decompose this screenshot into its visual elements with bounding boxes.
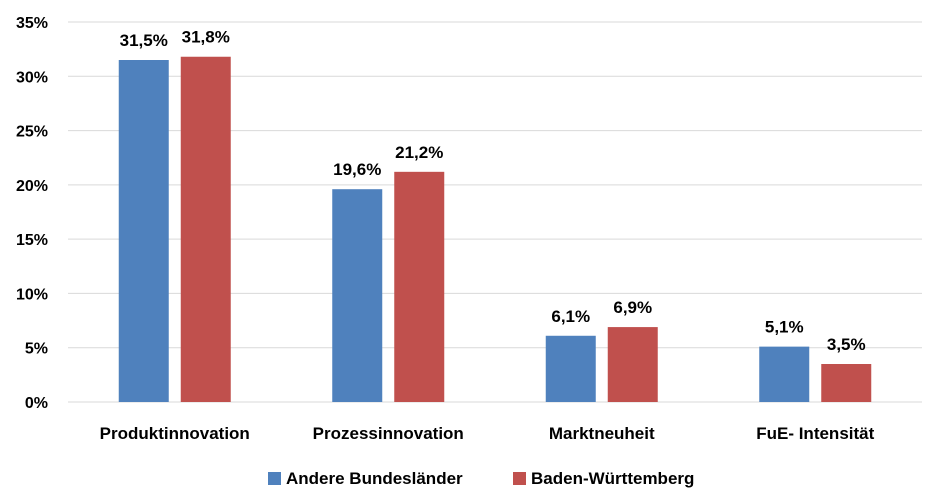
y-tick-label: 5% bbox=[25, 341, 48, 358]
bar bbox=[332, 189, 383, 402]
data-label: 3,5% bbox=[827, 335, 866, 354]
legend-label: Andere Bundesländer bbox=[286, 469, 463, 488]
bar bbox=[607, 327, 658, 402]
x-category-label: Produktinnovation bbox=[100, 424, 250, 443]
bar bbox=[545, 335, 596, 402]
x-category-label: Marktneuheit bbox=[549, 424, 655, 443]
legend: Andere Bundesländer Baden-Württemberg bbox=[268, 469, 694, 488]
bar bbox=[180, 56, 231, 402]
data-label: 19,6% bbox=[333, 160, 381, 179]
y-tick-label: 15% bbox=[16, 232, 48, 249]
x-category-label: FuE- Intensität bbox=[756, 424, 874, 443]
x-category-label: Prozessinnovation bbox=[313, 424, 464, 443]
y-tick-label: 10% bbox=[16, 286, 48, 303]
data-label: 21,2% bbox=[395, 143, 443, 162]
y-tick-label: 20% bbox=[16, 178, 48, 195]
bar bbox=[118, 60, 169, 402]
y-tick-label: 25% bbox=[16, 124, 48, 141]
bar bbox=[394, 171, 445, 402]
legend-swatch bbox=[268, 472, 281, 485]
bar bbox=[759, 346, 810, 402]
bar bbox=[821, 364, 872, 402]
bars bbox=[118, 56, 872, 402]
data-label: 6,1% bbox=[551, 307, 590, 326]
data-labels: 31,5% 31,8% 19,6% 21,2% 6,1% 6,9% 5,1% 3,5% bbox=[120, 28, 866, 354]
data-label: 6,9% bbox=[613, 298, 652, 317]
y-tick-label: 30% bbox=[16, 69, 48, 86]
x-axis: Produktinnovation Prozessinnovation Marktn… bbox=[100, 424, 875, 443]
y-axis: 0% 5% 10% 15% 20% 25% 30% 35% bbox=[16, 15, 48, 412]
legend-swatch bbox=[513, 472, 526, 485]
y-tick-label: 0% bbox=[25, 395, 48, 412]
data-label: 5,1% bbox=[765, 318, 804, 337]
data-label: 31,5% bbox=[120, 31, 168, 50]
y-tick-label: 35% bbox=[16, 15, 48, 32]
data-label: 31,8% bbox=[182, 28, 230, 47]
legend-label: Baden-Württemberg bbox=[531, 469, 694, 488]
